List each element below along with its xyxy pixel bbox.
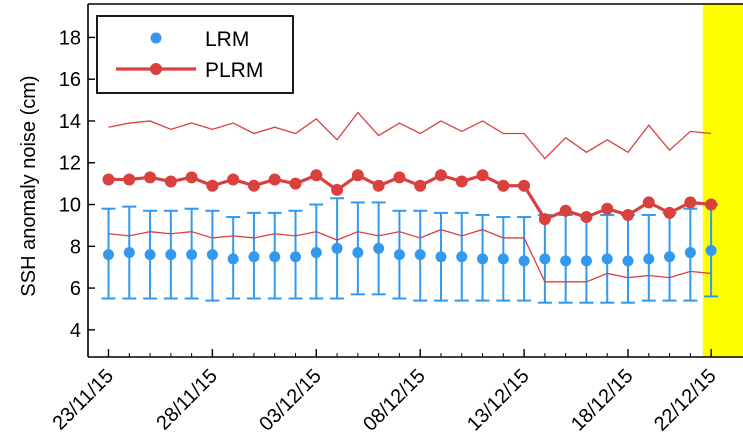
data-point-plrm [497, 179, 510, 192]
data-point-lrm [269, 251, 281, 263]
data-point-lrm [456, 251, 468, 263]
y-tick-label: 6 [70, 278, 81, 300]
data-point-plrm [372, 179, 385, 192]
data-point-plrm [601, 202, 614, 215]
data-point-plrm [164, 175, 177, 188]
data-point-lrm [331, 242, 343, 254]
data-point-lrm [705, 244, 717, 256]
data-point-plrm [705, 198, 718, 211]
data-point-plrm [559, 204, 572, 217]
data-point-plrm [331, 183, 344, 196]
data-point-lrm [643, 253, 655, 265]
data-point-plrm [185, 171, 198, 184]
data-point-plrm [144, 171, 157, 184]
data-point-plrm [414, 179, 427, 192]
data-point-lrm [290, 251, 302, 263]
data-point-plrm [227, 173, 240, 186]
highlight-layer [702, 4, 743, 357]
y-tick-label: 14 [59, 111, 81, 133]
data-point-plrm [247, 179, 260, 192]
y-tick-label: 8 [70, 236, 81, 258]
x-tick-label: 13/12/15 [463, 365, 534, 436]
data-point-plrm [102, 173, 115, 186]
legend-box [96, 15, 294, 94]
x-tick-label: 18/12/15 [567, 365, 638, 436]
data-point-plrm [206, 179, 219, 192]
y-tick-label: 10 [59, 195, 81, 217]
data-point-plrm [538, 213, 551, 226]
data-point-lrm [144, 249, 156, 261]
data-point-lrm [123, 247, 135, 259]
envelope-line-2 [108, 111, 712, 160]
x-tick-label: 28/11/15 [152, 365, 222, 435]
data-point-lrm [352, 247, 364, 259]
y-tick-label: 4 [70, 320, 81, 342]
data-point-plrm [310, 169, 323, 182]
data-point-lrm [310, 247, 322, 259]
data-point-plrm [123, 173, 136, 186]
data-point-plrm [434, 169, 447, 182]
data-point-lrm [435, 251, 447, 263]
x-tick-label: 03/12/15 [255, 365, 326, 436]
data-point-lrm [601, 253, 613, 265]
data-point-plrm [393, 171, 406, 184]
data-point-plrm [622, 208, 634, 221]
data-point-plrm [455, 175, 468, 188]
x-tick-label: 23/11/15 [48, 365, 118, 435]
data-point-lrm [684, 247, 696, 259]
data-point-lrm [103, 249, 114, 261]
y-tick-label: 16 [59, 69, 81, 91]
data-point-lrm [165, 249, 177, 261]
data-point-lrm [580, 255, 592, 267]
data-point-lrm [393, 249, 405, 261]
data-point-lrm [206, 249, 218, 261]
data-point-lrm [497, 253, 509, 265]
highlight-band [702, 4, 743, 357]
data-point-lrm [373, 242, 385, 254]
data-point-plrm [642, 196, 655, 209]
data-point-lrm [518, 255, 530, 267]
data-point-plrm [289, 177, 302, 190]
data-point-lrm [248, 251, 260, 263]
data-point-plrm [268, 173, 281, 186]
data-point-plrm [684, 196, 697, 209]
data-point-plrm [663, 206, 676, 219]
x-tick-label: 08/12/15 [359, 365, 430, 436]
legend: LRM PLRM [96, 15, 294, 94]
data-point-lrm [477, 253, 489, 265]
series-layer [101, 111, 719, 304]
y-tick-label: 18 [59, 27, 81, 49]
legend-label-lrm: LRM [205, 28, 249, 51]
envelope-line-3 [108, 228, 712, 283]
data-point-lrm [186, 249, 198, 261]
legend-label-plrm: PLRM [205, 59, 263, 82]
data-point-plrm [476, 169, 489, 182]
y-tick-label: 12 [59, 153, 81, 175]
legend-marker-lrm [150, 32, 162, 44]
data-point-lrm [622, 255, 634, 267]
data-point-lrm [664, 251, 676, 263]
legend-marker-plrm [150, 63, 162, 75]
series-line-plrm [108, 173, 712, 221]
x-tick-label: 22/12/15 [650, 365, 721, 436]
data-point-lrm [227, 253, 239, 265]
y-axis-label: SSH anomaly noise (cm) [18, 75, 40, 296]
data-point-lrm [560, 255, 572, 267]
data-point-plrm [351, 169, 364, 182]
data-point-lrm [539, 253, 551, 265]
data-point-plrm [580, 211, 593, 224]
data-point-plrm [518, 179, 531, 192]
data-point-lrm [414, 249, 426, 261]
